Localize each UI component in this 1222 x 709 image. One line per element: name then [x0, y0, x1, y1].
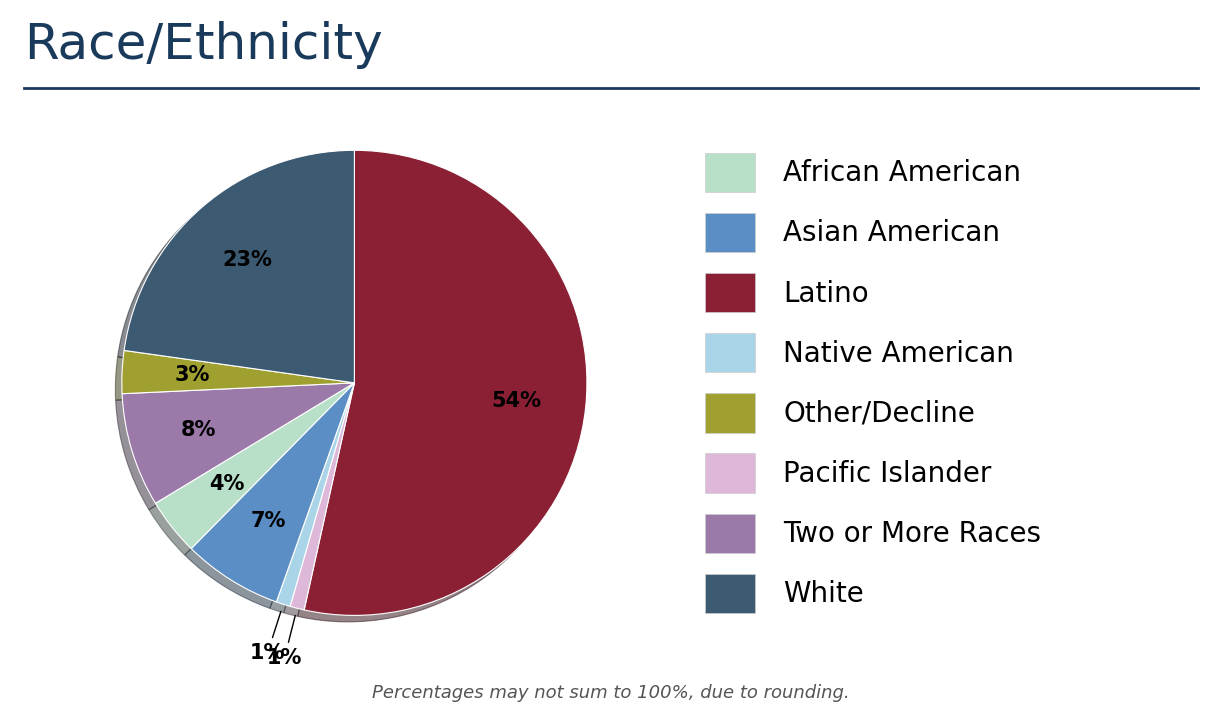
Text: 4%: 4%	[209, 474, 244, 493]
Text: Race/Ethnicity: Race/Ethnicity	[24, 21, 384, 69]
Text: 7%: 7%	[251, 510, 286, 531]
Wedge shape	[304, 150, 587, 615]
Text: 1%: 1%	[266, 615, 302, 668]
Text: 3%: 3%	[174, 365, 209, 385]
Wedge shape	[125, 150, 354, 383]
Wedge shape	[191, 383, 354, 602]
Text: 8%: 8%	[181, 420, 216, 440]
Legend: African American, Asian American, Latino, Native American, Other/Decline, Pacifi: African American, Asian American, Latino…	[705, 152, 1041, 613]
Wedge shape	[290, 383, 354, 610]
Text: Percentages may not sum to 100%, due to rounding.: Percentages may not sum to 100%, due to …	[373, 684, 849, 702]
Wedge shape	[276, 383, 354, 606]
Wedge shape	[122, 350, 354, 393]
Text: 54%: 54%	[491, 391, 541, 411]
Text: 23%: 23%	[222, 250, 273, 270]
Wedge shape	[155, 383, 354, 549]
Text: 1%: 1%	[249, 611, 285, 663]
Wedge shape	[122, 383, 354, 503]
